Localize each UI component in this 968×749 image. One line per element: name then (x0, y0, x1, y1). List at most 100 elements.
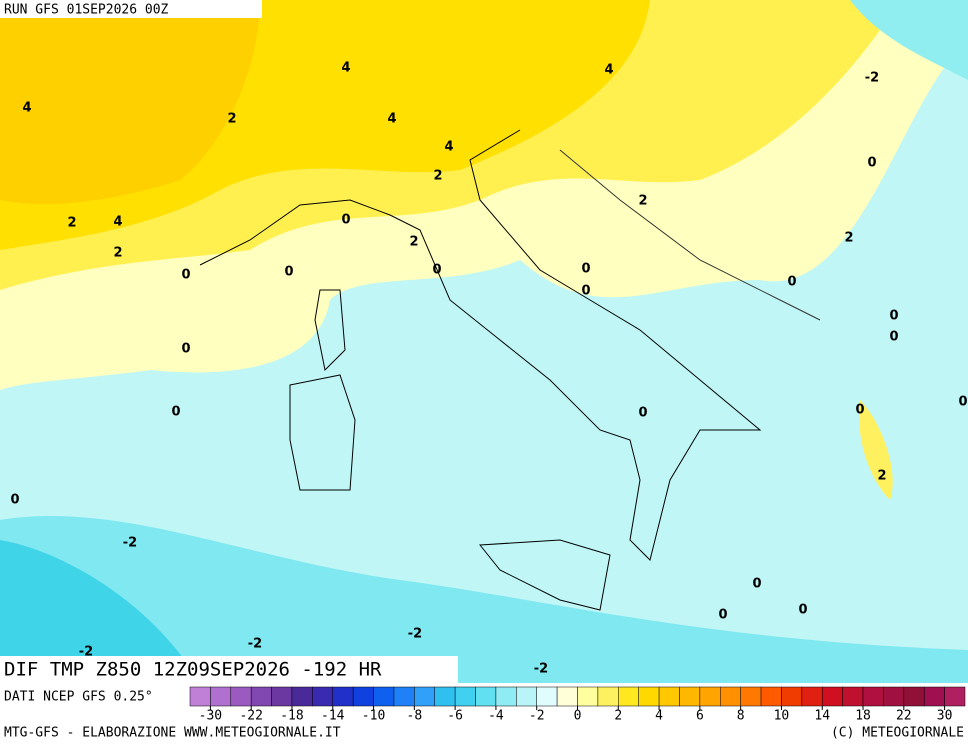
contour-label: 2 (113, 246, 122, 261)
colorbar-swatch (638, 686, 660, 707)
contour-label: 0 (171, 405, 180, 420)
colorbar-swatch (495, 686, 517, 707)
coastlines (199, 129, 821, 611)
contour-label: 0 (432, 263, 441, 278)
colorbar-swatch (944, 686, 966, 707)
contour-label: 2 (638, 194, 647, 209)
colorbar-tick-label: 10 (774, 709, 790, 724)
colorbar-tick-label: -6 (447, 709, 463, 724)
colorbar-tick-label: 6 (696, 709, 704, 724)
colorbar-swatch (842, 686, 864, 707)
colorbar-tick-label: 30 (937, 709, 953, 724)
contour-label: 4 (387, 112, 396, 127)
contour-label: -2 (248, 637, 262, 652)
colorbar-tick-label: 4 (655, 709, 663, 724)
colorbar-swatch (801, 686, 823, 707)
header-box (0, 0, 262, 18)
colorbar-tick-label: 18 (855, 709, 871, 724)
colorbar-swatch (883, 686, 905, 707)
contour-label: 4 (22, 101, 31, 116)
colorbar-swatch (618, 686, 639, 707)
colorbar-tick-label: -10 (362, 709, 385, 724)
credits-right: (C) METEOGIORNALE (831, 726, 964, 741)
colorbar-swatch (475, 686, 497, 707)
colorbar-tick-label: -22 (239, 709, 262, 724)
colorbar-swatch (393, 686, 415, 707)
colorbar-tick-label: 0 (574, 709, 582, 724)
contour-label: 0 (798, 603, 807, 618)
contour-label: 0 (958, 395, 967, 410)
colorbar-tick-label: 2 (614, 709, 622, 724)
contour-label: 4 (604, 63, 613, 78)
colorbar-swatch (903, 686, 925, 707)
colorbar-swatch (577, 686, 599, 707)
colorbar-tick-label: 8 (737, 709, 745, 724)
colorbar-swatch (352, 686, 374, 707)
contour-label: -2 (408, 627, 422, 642)
contour-label: 4 (113, 215, 122, 230)
colorbar-swatch (740, 686, 762, 707)
contour-label: 2 (409, 235, 418, 250)
colorbar-tick-label: -8 (407, 709, 423, 724)
contour-label: 0 (787, 275, 796, 290)
colorbar: -30 -22 -18 -14 -10 -8 -6 -4 -2 0 2 4 6 8 10 14 18 22 30 (189, 686, 966, 724)
contour-label: -2 (534, 662, 548, 677)
colorbar-swatch (291, 686, 313, 707)
run-label: RUN GFS 01SEP2026 00Z (4, 3, 169, 18)
colorbar-swatch (821, 686, 843, 707)
colorbar-tick-label: 22 (896, 709, 912, 724)
contour-label: 0 (10, 493, 19, 508)
colorbar-tick-label: -18 (280, 709, 303, 724)
contour-label: 0 (718, 608, 727, 623)
colorbar-swatch (454, 686, 476, 707)
contour-label: 2 (67, 216, 76, 231)
colorbar-swatch (536, 686, 558, 707)
colorbar-tick-label: -2 (529, 709, 545, 724)
colorbar-swatch (679, 686, 701, 707)
contour-label: -2 (123, 536, 137, 551)
contour-label: -2 (865, 71, 879, 86)
contour-label: 0 (855, 403, 864, 418)
colorbar-swatch (597, 686, 619, 707)
colorbar-swatch (434, 686, 456, 707)
contour-label: 2 (844, 231, 853, 246)
colorbar-swatch (760, 686, 782, 707)
contour-label: 2 (877, 469, 886, 484)
colorbar-swatch (250, 686, 272, 707)
map-background (0, 0, 968, 683)
colorbar-swatch (862, 686, 884, 707)
colorbar-swatch (781, 686, 803, 707)
contour-label: 0 (284, 265, 293, 280)
credits-left: MTG-GFS - ELABORAZIONE WWW.METEOGIORNALE… (4, 726, 341, 741)
contour-label: 0 (581, 284, 590, 299)
contour-label: 0 (181, 268, 190, 283)
title-box (0, 656, 458, 683)
contour-label: 4 (444, 140, 453, 155)
contour-label: 2 (433, 169, 442, 184)
data-source: DATI NCEP GFS 0.25° (4, 690, 153, 705)
contour-label: 0 (867, 156, 876, 171)
contour-label: 0 (181, 342, 190, 357)
colorbar-swatch (516, 686, 537, 707)
contour-label: 0 (581, 262, 590, 277)
contour-label: -2 (79, 645, 93, 660)
colorbar-swatch (414, 686, 435, 707)
colorbar-swatch (332, 686, 354, 707)
contour-label: 4 (341, 61, 350, 76)
contour-label: 0 (889, 330, 898, 345)
contour-label: 0 (889, 309, 898, 324)
colorbar-tick-label: -30 (199, 709, 222, 724)
colorbar-swatch (210, 686, 232, 707)
contour-label: 0 (752, 577, 761, 592)
colorbar-swatch (189, 686, 211, 707)
colorbar-swatch (720, 686, 741, 707)
colorbar-tick-label: -4 (488, 709, 504, 724)
contour-label: 0 (341, 213, 350, 228)
colorbar-swatch (271, 686, 293, 707)
colorbar-swatch (658, 686, 680, 707)
colorbar-swatch (699, 686, 721, 707)
colorbar-tick-label: 14 (814, 709, 830, 724)
colorbar-swatch (923, 686, 945, 707)
colorbar-swatch (312, 686, 334, 707)
